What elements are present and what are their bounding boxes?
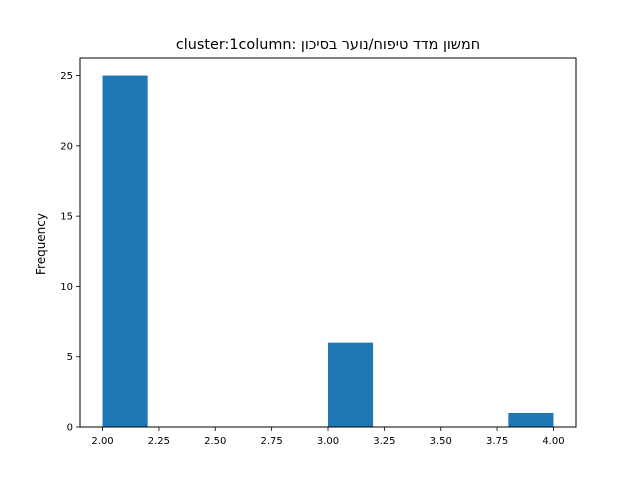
- histogram-bar-0: [102, 75, 148, 428]
- bars-group: [102, 75, 554, 428]
- x-tick-label: 3.50: [430, 436, 452, 447]
- x-tick-label: 3.75: [486, 436, 508, 447]
- y-tick-label: 5: [67, 352, 73, 363]
- chart-title: cluster:1column: חמשון מדד טיפוח/נוער בס…: [176, 37, 480, 53]
- x-tick-label: 3.25: [373, 436, 395, 447]
- x-tick-label: 2.75: [261, 436, 283, 447]
- histogram-bar-5: [328, 342, 374, 427]
- x-tick-label: 2.25: [148, 436, 170, 447]
- y-tick-label: 15: [60, 212, 73, 223]
- x-axis-ticks: 2.00 2.25 2.50 2.75 3.00 3.25 3.50 3.75 4.00: [91, 427, 565, 447]
- y-tick-label: 20: [60, 141, 73, 152]
- x-tick-label: 2.00: [91, 436, 113, 447]
- x-tick-label: 3.00: [317, 436, 339, 447]
- x-tick-label: 4.00: [542, 436, 564, 447]
- y-tick-label: 10: [60, 282, 73, 293]
- histogram-bar-9: [508, 412, 554, 427]
- y-tick-label: 25: [60, 71, 73, 82]
- y-axis-ticks: 0 5 10 15 20 25: [60, 71, 80, 434]
- x-tick-label: 2.50: [204, 436, 226, 447]
- plot-frame: [79, 57, 577, 428]
- y-axis-label: Frequency: [34, 213, 48, 275]
- y-tick-label: 0: [67, 423, 73, 434]
